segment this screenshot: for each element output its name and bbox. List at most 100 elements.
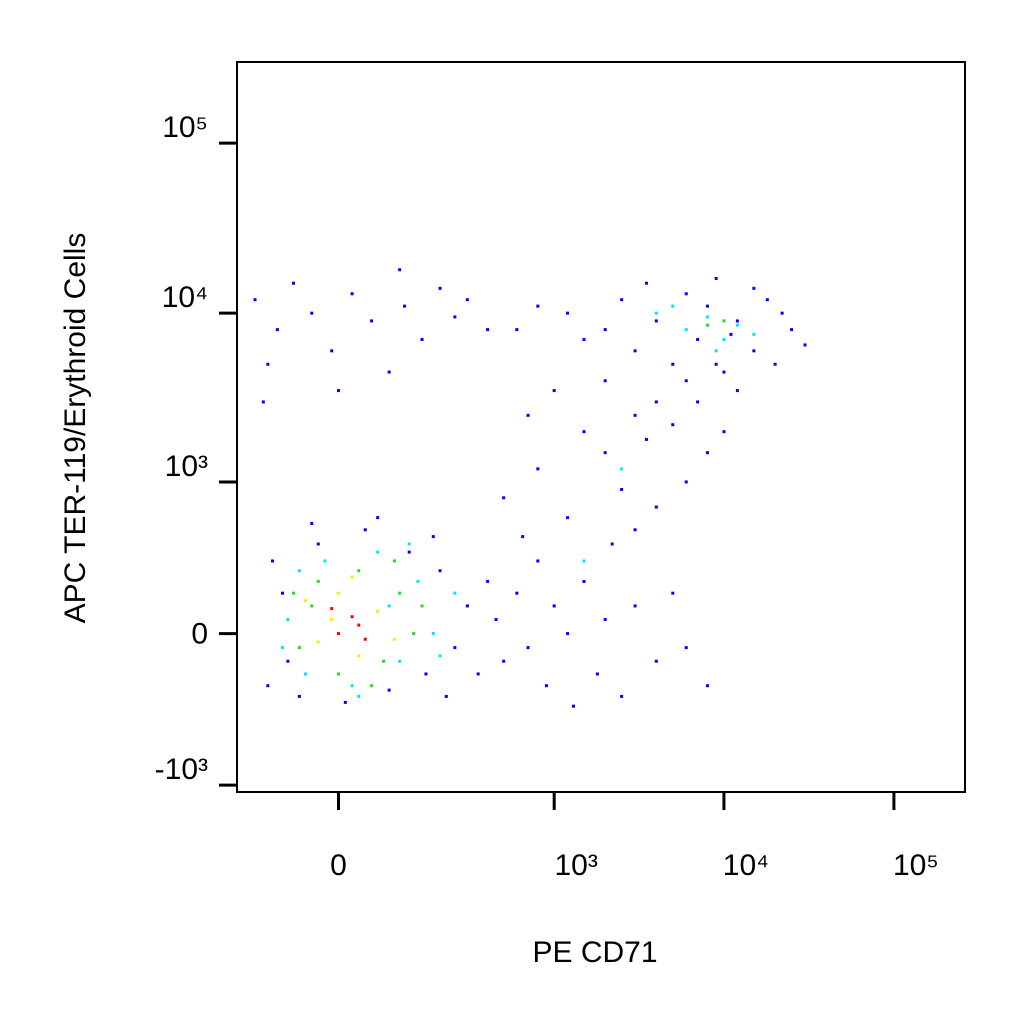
point (376, 516, 380, 520)
point (376, 609, 380, 613)
point (337, 591, 341, 595)
point (603, 379, 607, 383)
y-tick-label: 10³ (165, 450, 208, 483)
point (486, 328, 490, 332)
point (684, 480, 688, 484)
point (633, 604, 637, 608)
point (552, 389, 556, 393)
point (387, 688, 391, 692)
point (261, 400, 265, 404)
point (566, 516, 570, 520)
point (515, 328, 519, 332)
point (765, 298, 769, 302)
point (281, 591, 285, 595)
point (705, 451, 709, 455)
x-tick-label: 10⁴ (723, 849, 769, 882)
point (566, 632, 570, 636)
point (502, 659, 506, 663)
point (297, 646, 301, 650)
point (773, 362, 777, 366)
point (376, 550, 380, 554)
point (357, 654, 361, 658)
point (292, 591, 296, 595)
point (330, 618, 334, 622)
point (438, 569, 442, 573)
point (370, 684, 374, 688)
point (705, 323, 709, 327)
point (633, 528, 637, 532)
point (515, 591, 519, 595)
point (654, 400, 658, 404)
point (357, 623, 361, 627)
point (286, 618, 290, 622)
point (671, 304, 675, 308)
point (552, 604, 556, 608)
point (416, 579, 420, 583)
point (671, 362, 675, 366)
point (752, 332, 756, 336)
point (323, 559, 327, 563)
point (424, 672, 428, 676)
point (303, 599, 307, 603)
point (431, 632, 435, 636)
point (705, 304, 709, 308)
point (292, 281, 296, 285)
point (310, 521, 314, 525)
point (526, 646, 530, 650)
point (536, 304, 540, 308)
point (350, 575, 354, 579)
point (722, 430, 726, 434)
point (780, 311, 784, 315)
y-tick-label: -10³ (155, 753, 208, 786)
point (286, 659, 290, 663)
point (603, 451, 607, 455)
point (297, 569, 301, 573)
point (253, 298, 257, 302)
point (438, 286, 442, 290)
point (729, 332, 733, 336)
point (398, 268, 402, 272)
point (684, 646, 688, 650)
point (571, 704, 575, 708)
point (502, 496, 506, 500)
point (644, 281, 648, 285)
point (603, 618, 607, 622)
point (735, 389, 739, 393)
point (654, 311, 658, 315)
point (684, 379, 688, 383)
point (521, 535, 525, 539)
point (387, 604, 391, 608)
point (684, 292, 688, 296)
point (337, 632, 341, 636)
point (654, 505, 658, 509)
point (398, 591, 402, 595)
point (444, 694, 448, 698)
point (494, 618, 498, 622)
point (735, 319, 739, 323)
point (536, 467, 540, 471)
point (407, 542, 411, 546)
plot-frame (236, 61, 966, 793)
point (337, 672, 341, 676)
point (465, 298, 469, 302)
point (387, 370, 391, 374)
point (316, 640, 320, 644)
point (281, 646, 285, 650)
point (382, 659, 386, 663)
point (398, 659, 402, 663)
point (465, 604, 469, 608)
point (476, 672, 480, 676)
point (705, 684, 709, 688)
point (316, 579, 320, 583)
y-tick-label: 0 (191, 618, 208, 651)
point (735, 323, 739, 327)
point (412, 632, 416, 636)
point (486, 579, 490, 583)
x-tick-label: 10³ (555, 849, 598, 882)
point (407, 550, 411, 554)
point (431, 535, 435, 539)
point (582, 337, 586, 341)
point (310, 604, 314, 608)
y-tick-label: 10⁴ (162, 281, 208, 314)
